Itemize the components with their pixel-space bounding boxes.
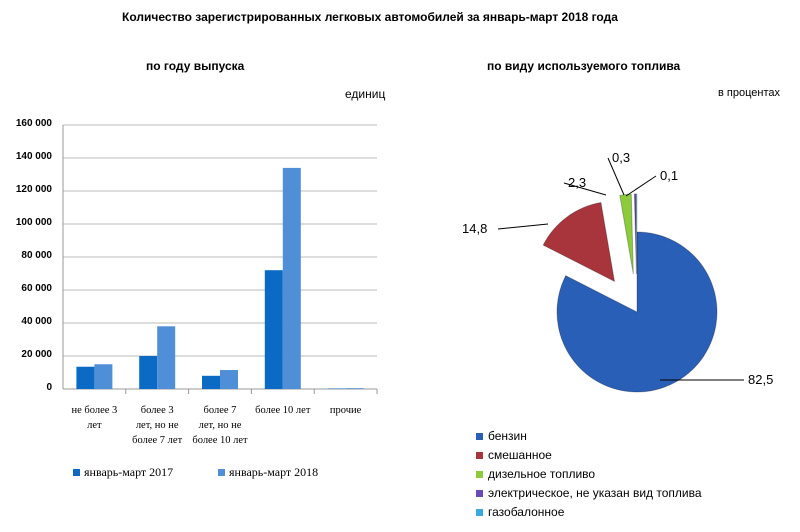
bar xyxy=(202,375,220,389)
leader-line xyxy=(497,223,549,230)
bar xyxy=(345,388,364,389)
bar xyxy=(220,370,238,389)
bar xyxy=(139,356,158,389)
legend-swatch xyxy=(476,508,483,516)
main-title: Количество зарегистрированных легковых а… xyxy=(122,10,618,24)
legend-item: январь-март 2017 xyxy=(73,465,173,480)
legend-item: бензин xyxy=(476,429,527,443)
x-tick-label: более 7 лет, но не более 10 лет xyxy=(192,405,248,446)
leader-line xyxy=(607,157,625,196)
leader-line xyxy=(563,182,607,196)
pie-value-label: 82,5 xyxy=(748,372,774,387)
y-tick-label: 40 000 xyxy=(21,316,52,327)
legend-swatch xyxy=(476,432,483,440)
legend-item: дизельное топливо xyxy=(476,467,595,481)
pie-value-label: 0,3 xyxy=(612,150,631,165)
bar xyxy=(76,366,95,389)
y-tick-label: 100 000 xyxy=(15,217,52,228)
legend-item: смешанное xyxy=(476,448,552,462)
pie-unit-label: в процентах xyxy=(718,87,780,99)
legend-item: электрическое, не указан вид топлива xyxy=(476,486,702,500)
legend-label: дизельное топливо xyxy=(488,467,596,481)
y-tick-label: 20 000 xyxy=(21,349,52,360)
legend-swatch xyxy=(476,489,483,497)
pie-value-label: 14,8 xyxy=(462,221,488,236)
bar xyxy=(282,167,301,389)
legend-label: электрическое, не указан вид топлива xyxy=(488,486,702,500)
y-tick-label: 80 000 xyxy=(21,250,52,261)
legend-item: январь-март 2018 xyxy=(218,465,318,480)
legend-swatch xyxy=(218,469,225,476)
pie-value-label: 0,1 xyxy=(660,168,679,183)
y-tick-label: 160 000 xyxy=(15,118,52,129)
leader-line xyxy=(625,175,657,197)
legend-swatch xyxy=(476,470,483,478)
x-tick-label: более 3 лет, но не более 7 лет xyxy=(132,405,183,446)
pie-slice xyxy=(633,193,637,275)
y-tick-label: 140 000 xyxy=(15,151,52,162)
y-tick-label: 0 xyxy=(46,382,52,393)
legend-label: газобалонное xyxy=(488,505,565,519)
legend-swatch xyxy=(476,451,483,459)
bar-chart-title: по году выпуска xyxy=(146,59,245,73)
legend-label: бензин xyxy=(488,429,527,443)
pie-chart-title: по виду используемого топлива xyxy=(487,59,681,73)
bar-unit-label: единиц xyxy=(345,87,386,101)
x-tick-label: более 10 лет xyxy=(255,405,311,416)
pie-slice xyxy=(542,201,616,283)
y-tick-label: 120 000 xyxy=(15,184,52,195)
legend-item: газобалонное xyxy=(476,505,564,519)
pie-slice xyxy=(619,193,634,275)
bar xyxy=(157,326,176,389)
legend-swatch xyxy=(73,469,80,476)
x-tick-label: не более 3 лет xyxy=(71,405,118,431)
bar xyxy=(264,270,283,389)
legend-label: январь-март 2017 xyxy=(84,465,174,479)
x-tick-label: прочие xyxy=(329,405,362,416)
y-tick-label: 60 000 xyxy=(21,283,52,294)
legend-label: январь-март 2018 xyxy=(229,465,319,479)
bar xyxy=(94,364,113,389)
pie-value-label: 2,3 xyxy=(568,175,587,190)
legend-label: смешанное xyxy=(488,448,552,462)
pie-slice xyxy=(635,193,638,275)
